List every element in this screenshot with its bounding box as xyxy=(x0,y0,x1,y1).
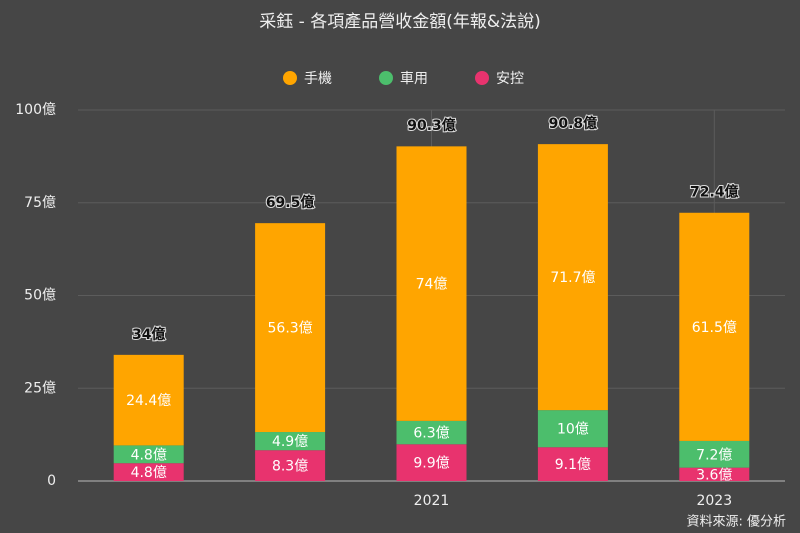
data-label: 56.3億 xyxy=(268,321,313,337)
data-label: 10億 xyxy=(557,422,589,438)
x-tick-label: 2023 xyxy=(696,493,732,509)
bar-segment xyxy=(537,144,608,411)
legend-marker xyxy=(379,71,393,85)
data-label: 6.3億 xyxy=(413,426,449,442)
y-tick-label: 50億 xyxy=(24,288,56,304)
bar-segment xyxy=(679,212,750,441)
data-label: 7.2億 xyxy=(696,447,732,463)
bar-segment xyxy=(396,444,467,481)
bar-segment xyxy=(679,440,750,468)
bar-segment xyxy=(396,420,467,445)
bar-segment xyxy=(113,463,184,481)
legend-marker xyxy=(283,71,297,85)
source: 資料來源: 優分析 xyxy=(686,515,786,530)
data-label: 9.1億 xyxy=(555,457,591,473)
x-tick-label: 2021 xyxy=(414,493,450,509)
legend-label: 安控 xyxy=(496,71,524,87)
bar-segment xyxy=(537,410,608,448)
legend-label: 手機 xyxy=(304,71,332,87)
data-label: 74億 xyxy=(416,277,448,293)
total-label: 34億 xyxy=(132,326,165,343)
bar-segment xyxy=(679,467,750,481)
total-label: 90.3億 xyxy=(407,117,456,134)
data-label: 71.7億 xyxy=(550,270,595,286)
total-label: 72.4億 xyxy=(690,183,739,200)
legend-label: 車用 xyxy=(400,70,428,87)
data-label: 8.3億 xyxy=(272,459,308,475)
bar-segment xyxy=(255,432,326,451)
y-tick-label: 100億 xyxy=(15,102,56,118)
data-label: 24.4億 xyxy=(126,393,171,409)
data-label: 9.9億 xyxy=(413,456,449,472)
legend-marker xyxy=(475,71,489,85)
total-label: 69.5億 xyxy=(266,194,315,211)
data-label: 3.6億 xyxy=(696,467,732,483)
bar-segment xyxy=(113,445,184,464)
y-tick-label: 25億 xyxy=(24,380,56,396)
bar-segment xyxy=(255,223,326,433)
data-label: 4.9億 xyxy=(272,434,308,450)
bar-segment xyxy=(396,146,467,421)
data-label: 4.8億 xyxy=(131,447,167,463)
bar-segment xyxy=(113,354,184,446)
total-label: 90.8億 xyxy=(549,115,598,132)
bar-segment xyxy=(537,447,608,481)
bar-segment xyxy=(255,450,326,481)
data-label: 61.5億 xyxy=(692,320,737,336)
chart-title: 采鈺 - 各項產品營收金額(年報&法說) xyxy=(259,12,540,32)
y-tick-label: 0 xyxy=(47,473,56,489)
y-tick-label: 75億 xyxy=(24,195,56,211)
data-label: 4.8億 xyxy=(131,465,167,481)
